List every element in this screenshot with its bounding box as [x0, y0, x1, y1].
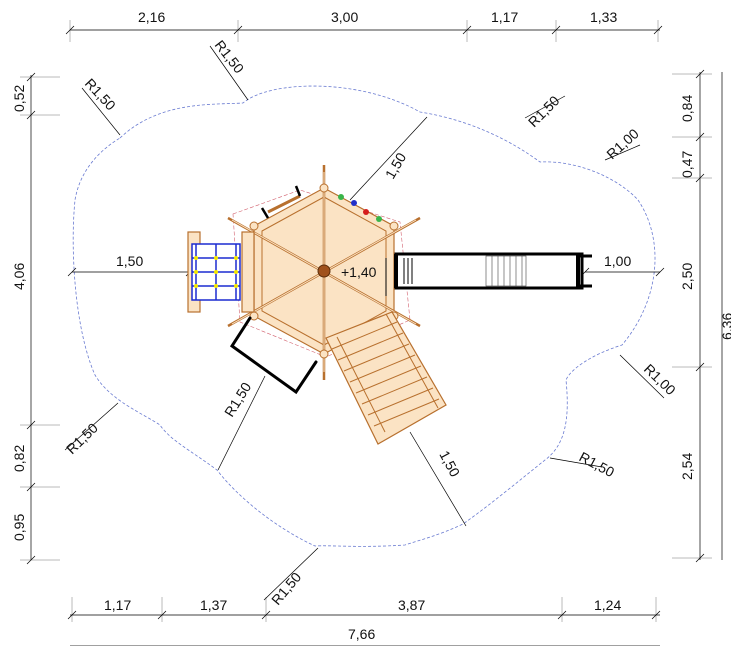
clearance-right: 1,00: [604, 253, 631, 269]
dim-left-2: 4,06: [11, 263, 27, 290]
dim-bottom-1: 1,17: [104, 597, 131, 613]
dim-top-1: 2,16: [138, 9, 165, 25]
platform-height-label: +1,40: [341, 264, 377, 280]
dim-bottom-2: 1,37: [200, 597, 227, 613]
play-panel-blue-icon: [351, 200, 357, 206]
bottom-dimension-line: [67, 597, 661, 646]
dim-top-3: 1,17: [491, 9, 518, 25]
clearance-top: 1,50: [382, 150, 410, 182]
dim-right-3: 2,50: [679, 263, 695, 290]
dim-top-2: 3,00: [331, 9, 358, 25]
dim-right-2: 0,47: [679, 151, 695, 178]
grab-rail: [229, 316, 318, 395]
clearance-bottom: 1,50: [436, 448, 463, 480]
dim-left-4: 0,95: [11, 514, 27, 541]
dim-left-3: 0,82: [11, 445, 27, 472]
radius-label-2: R1,50: [212, 37, 248, 76]
dim-bottom-4: 1,24: [594, 597, 621, 613]
safety-zone-outline: [72, 85, 656, 547]
radius-label-3: R1,50: [525, 92, 563, 130]
play-structure: [187, 165, 592, 445]
slide: [385, 252, 592, 296]
radius-label-4: R1,00: [603, 125, 642, 162]
climbing-net: [187, 231, 255, 313]
climbing-ramp: [325, 311, 447, 445]
dim-top-4: 1,33: [590, 9, 617, 25]
radius-leaders: [64, 45, 665, 601]
dim-bottom-3: 3,87: [398, 597, 425, 613]
dim-right-4: 2,54: [679, 453, 695, 480]
left-dimension-line: [20, 72, 60, 565]
radius-label-9: R1,50: [268, 569, 304, 608]
radius-label-8: R1,50: [577, 449, 618, 481]
radius-label-7: R1,50: [221, 379, 254, 419]
play-panel-green-icon: [338, 194, 344, 200]
dim-left-1: 0,52: [11, 85, 27, 112]
radius-label-5: R1,00: [641, 361, 679, 399]
radius-label-6: R1,50: [63, 420, 101, 458]
clearance-left: 1,50: [116, 253, 143, 269]
dim-right-1: 0,84: [679, 95, 695, 122]
dim-right-total: 6.36: [719, 313, 731, 340]
play-panel-green2-icon: [376, 216, 382, 222]
top-dimension-line: [65, 20, 663, 42]
center-post-icon: [317, 264, 331, 278]
dim-bottom-total: 7,66: [348, 626, 375, 642]
right-dimension-line: [672, 69, 723, 563]
play-panel-red-icon: [363, 209, 369, 215]
